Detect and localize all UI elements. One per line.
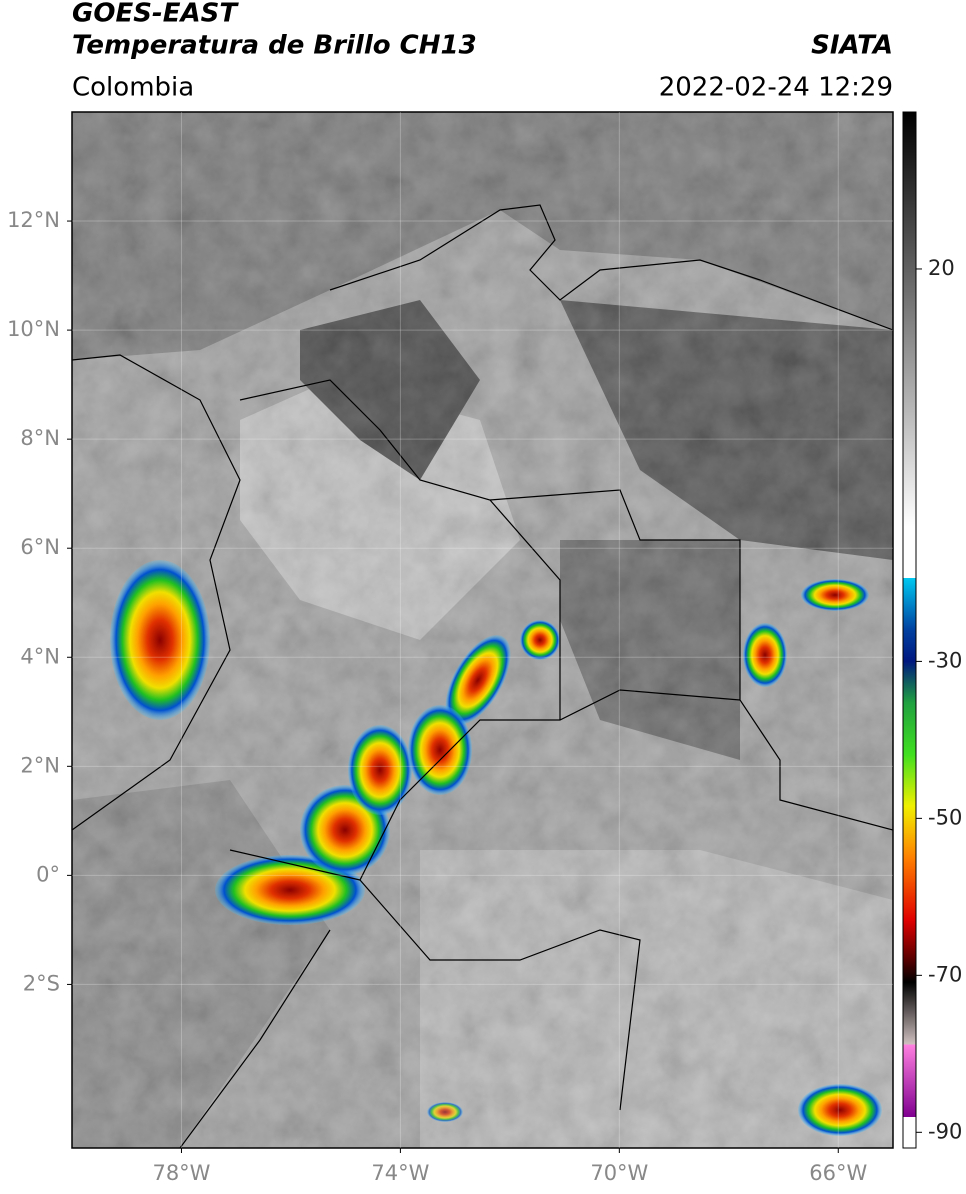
x-tick-label: 78°W (152, 1161, 210, 1185)
colorbar-tick-label: 20 (928, 256, 955, 280)
y-tick-label: 4°N (20, 644, 60, 668)
y-tick-label: 2°S (23, 971, 60, 995)
y-tick-label: 6°N (20, 535, 60, 559)
colorbar-tick-label: -30 (928, 648, 962, 672)
y-tick-label: 2°N (20, 753, 60, 777)
plot-frame (71, 111, 894, 1149)
x-tick-label: 66°W (809, 1161, 867, 1185)
region: Colombia (72, 73, 194, 103)
y-tick-label: 8°N (20, 426, 60, 450)
x-tick-label: 74°W (371, 1161, 429, 1185)
colorbar (902, 111, 917, 1149)
source: SIATA (811, 31, 893, 61)
product: Temperatura de Brillo CH13 (72, 31, 477, 61)
datetime: 2022-02-24 12:29 (659, 73, 893, 103)
y-tick-label: 12°N (7, 208, 60, 232)
y-tick-label: 10°N (7, 317, 60, 341)
x-tick-label: 70°W (590, 1161, 648, 1185)
colorbar-tick-label: -50 (928, 805, 962, 829)
colorbar-tick-label: -90 (928, 1119, 962, 1143)
colorbar-tick-label: -70 (928, 962, 962, 986)
map-image (72, 112, 893, 1148)
y-tick-label: 0° (36, 862, 60, 886)
satellite: GOES-EAST (72, 0, 239, 29)
